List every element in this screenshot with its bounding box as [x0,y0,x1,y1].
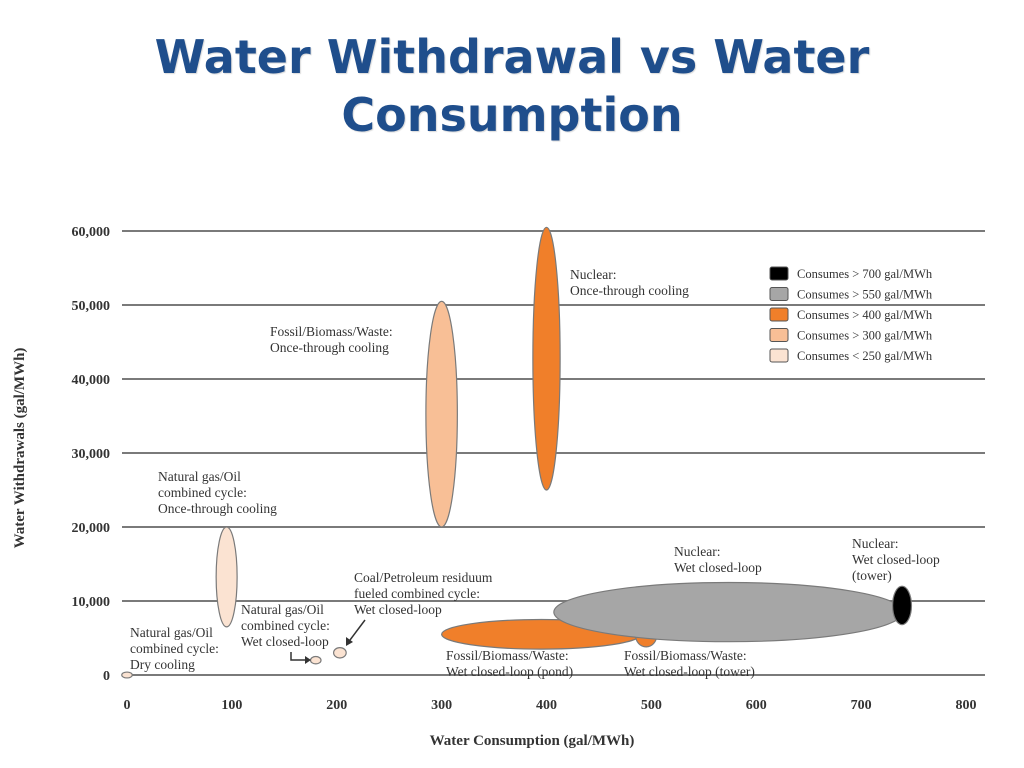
x-tick-label: 400 [536,698,557,713]
label-line: Natural gas/Oil [130,625,213,640]
arrow-natural-gas-wet-closed-loop [290,652,305,661]
y-tick-label: 60,000 [72,225,111,240]
region-nuclear-wet-closed-loop-tower [891,585,913,626]
legend-swatch-1 [769,287,789,301]
label-line: Natural gas/Oil [241,602,324,617]
legend-swatch-0 [769,266,789,281]
label-line: combined cycle: [158,485,247,500]
y-axis-label: Water Withdrawals (gal/MWh) [12,348,28,549]
label-line: Wet closed-loop [241,634,329,649]
y-tick-label: 50,000 [72,299,111,314]
legend-swatch-4 [769,348,789,363]
x-axis-label: Water Consumption (gal/MWh) [430,733,635,749]
legend-swatch-3 [769,328,789,342]
arrowhead-coal-petroleum [346,637,353,646]
x-tick-label: 200 [326,698,347,713]
label-line: Once-through cooling [570,283,689,298]
x-tick-label: 0 [124,698,131,713]
region-natural-gas-oil-combined-cycle-dry-cooling [121,671,133,679]
annotations [290,619,366,664]
label-line: Nuclear: [674,544,720,559]
label-line: Wet closed-loop (tower) [624,664,755,679]
legend: Consumes > 700 gal/MWh Consumes > 550 gal… [769,266,933,363]
label-line: Once-through cooling [270,340,389,355]
label-line: Dry cooling [130,657,195,672]
label-line: Once-through cooling [158,501,277,516]
data-regions [121,226,913,679]
arrowhead-natural-gas-wet-closed-loop [305,656,311,664]
label-nuclear-wet-closed-loop-tower: Nuclear: Wet closed-loop (tower) [852,536,940,583]
x-tick-label: 100 [221,698,242,713]
legend-label-2: Consumes > 400 gal/MWh [797,308,933,322]
label-line: (tower) [852,568,892,583]
y-tick-label: 20,000 [72,521,111,536]
legend-label-0: Consumes > 700 gal/MWh [797,267,933,281]
legend-label-1: Consumes > 550 gal/MWh [797,288,933,302]
label-coal-petroleum-residuum-fueled-combined-cycle-wet-closed-loop: Coal/Petroleum residuum fueled combined c… [354,570,493,617]
arrow-coal-petroleum [349,619,366,641]
title-line-1: Water Withdrawal vs Water [154,30,870,84]
label-line: Wet closed-loop (pond) [446,664,573,679]
page-title: Water Withdrawal vs Water Consumption [0,28,1024,144]
x-tick-label: 700 [851,698,872,713]
x-tick-label: 500 [641,698,662,713]
label-natural-gas-oil-combined-cycle-once-through-cooling: Natural gas/Oil combined cycle: Once-throu… [158,469,277,516]
label-line: Coal/Petroleum residuum [354,570,493,585]
label-line: Wet closed-loop [852,552,940,567]
y-tick-label: 40,000 [72,373,111,388]
label-natural-gas-oil-combined-cycle-wet-closed-loop: Natural gas/Oil combined cycle: Wet closed… [241,602,330,649]
label-line: Nuclear: [852,536,898,551]
label-line: Fossil/Biomass/Waste: [446,648,569,663]
region-nuclear-wet-closed-loop [553,581,904,643]
label-line: Fossil/Biomass/Waste: [270,324,393,339]
region-nuclear-once-through-cooling [532,226,561,491]
label-nuclear-once-through-cooling: Nuclear: Once-through cooling [570,267,689,298]
legend-swatch-2 [769,307,789,322]
label-fossil-biomass-waste-wet-closed-loop-pond: Fossil/Biomass/Waste: Wet closed-loop (po… [446,648,573,679]
axes: 0 10,000 20,000 30,000 40,000 50,000 60,000 0 10… [12,225,977,749]
label-line: Natural gas/Oil [158,469,241,484]
x-tick-label: 300 [431,698,452,713]
region-labels: Natural gas/Oil combined cycle: Dry coolin… [130,267,940,679]
label-line: combined cycle: [241,618,330,633]
label-fossil-biomass-waste-wet-closed-loop-tower: Fossil/Biomass/Waste: Wet closed-loop (to… [624,648,755,679]
legend-label-4: Consumes < 250 gal/MWh [797,349,933,363]
label-line: Wet closed-loop [354,602,442,617]
label-line: fueled combined cycle: [354,586,480,601]
label-line: Nuclear: [570,267,616,282]
label-line: combined cycle: [130,641,219,656]
region-natural-gas-oil-combined-cycle-wet-closed-loop [309,655,322,665]
label-fossil-biomass-waste-once-through-cooling: Fossil/Biomass/Waste: Once-through coolin… [270,324,393,355]
title-line-2: Consumption [341,88,683,142]
legend-label-3: Consumes > 300 gal/MWh [797,329,933,343]
x-tick-label: 800 [956,698,977,713]
label-line: Fossil/Biomass/Waste: [624,648,747,663]
y-tick-label: 10,000 [72,595,111,610]
y-tick-label: 30,000 [72,447,111,462]
label-natural-gas-oil-combined-cycle-dry-cooling: Natural gas/Oil combined cycle: Dry coolin… [130,625,219,672]
label-nuclear-wet-closed-loop: Nuclear: Wet closed-loop [674,544,762,575]
region-fossil-biomass-waste-once-through-cooling [425,300,458,528]
label-line: Wet closed-loop [674,560,762,575]
grid-lines [122,230,985,676]
y-tick-label: 0 [103,669,110,684]
region-coal-petroleum-residuum-fueled-combined-cycle-wet-closed-loop [333,647,347,659]
x-tick-label: 600 [746,698,767,713]
region-natural-gas-oil-combined-cycle-once-through-cooling [215,526,238,628]
